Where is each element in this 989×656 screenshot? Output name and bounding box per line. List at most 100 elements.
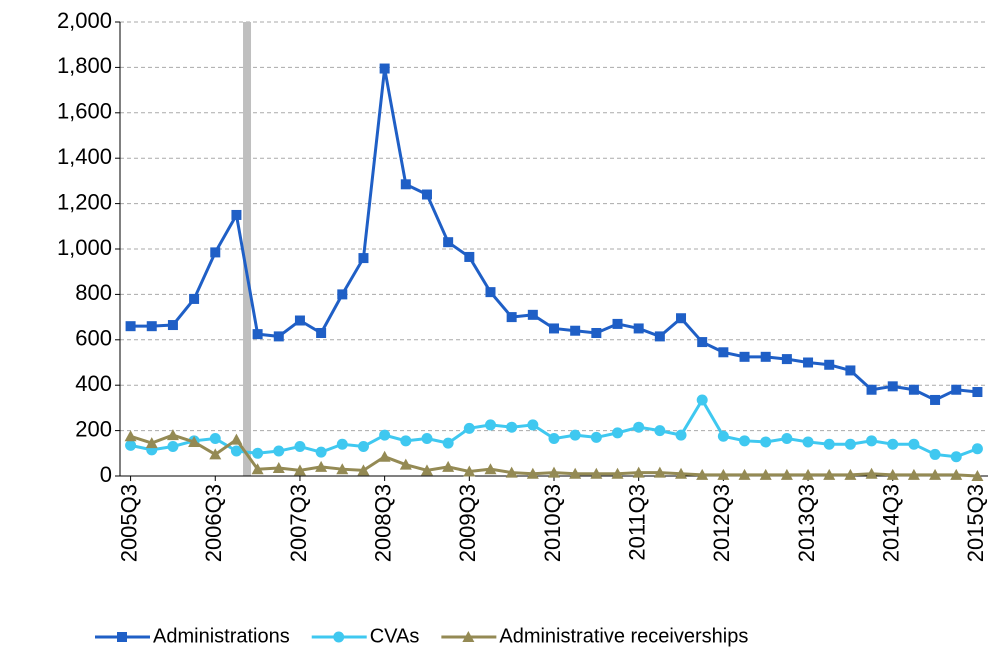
marker	[117, 632, 127, 642]
marker	[929, 448, 941, 460]
marker	[506, 421, 518, 433]
marker	[548, 433, 560, 445]
marker	[549, 323, 559, 334]
marker	[252, 447, 264, 459]
y-tick-label: 800	[75, 280, 112, 305]
marker	[633, 421, 645, 433]
x-tick-label: 2014Q3	[879, 484, 904, 562]
marker	[739, 351, 750, 362]
marker	[357, 440, 369, 452]
marker	[421, 189, 432, 200]
marker	[125, 321, 136, 332]
marker	[633, 323, 644, 334]
x-tick-label: 2012Q3	[709, 484, 734, 562]
marker	[930, 394, 941, 405]
marker	[696, 394, 708, 406]
marker	[865, 467, 878, 479]
legend-label: Administrative receiverships	[499, 625, 748, 647]
marker	[612, 427, 624, 439]
marker	[781, 433, 793, 445]
marker	[421, 433, 433, 445]
marker	[252, 329, 263, 340]
x-tick-label: 2013Q3	[794, 484, 819, 562]
x-tick-label: 2009Q3	[455, 484, 480, 562]
marker	[844, 468, 857, 480]
y-tick-label: 1,400	[57, 144, 112, 169]
marker	[653, 466, 666, 478]
marker	[125, 439, 137, 451]
marker	[845, 365, 856, 376]
marker	[866, 384, 877, 395]
marker	[844, 438, 856, 450]
marker	[612, 318, 623, 329]
marker	[760, 351, 771, 362]
marker	[357, 464, 370, 476]
series-line	[130, 68, 978, 402]
marker	[886, 468, 899, 480]
marker	[591, 327, 602, 338]
marker	[824, 359, 835, 370]
marker	[611, 467, 624, 479]
marker	[526, 467, 539, 479]
marker	[379, 63, 390, 74]
marker	[442, 437, 454, 449]
marker	[463, 465, 476, 477]
marker	[294, 440, 306, 452]
marker	[676, 313, 687, 324]
marker	[803, 357, 814, 368]
marker	[230, 433, 243, 445]
marker	[570, 325, 581, 336]
marker	[569, 467, 582, 479]
marker	[337, 289, 348, 300]
highlight-bar	[243, 22, 252, 476]
marker	[399, 458, 412, 470]
x-tick-label: 2005Q3	[116, 484, 141, 562]
y-tick-label: 600	[75, 326, 112, 351]
marker	[443, 237, 454, 248]
marker	[760, 436, 772, 448]
legend: Administrations CVAs Administrative receiv…	[95, 625, 748, 647]
marker	[907, 468, 920, 480]
marker	[971, 470, 984, 481]
marker	[823, 468, 836, 480]
marker	[485, 287, 496, 298]
marker	[420, 464, 433, 476]
marker	[400, 435, 412, 447]
marker	[972, 387, 983, 398]
marker	[569, 429, 581, 441]
marker	[358, 253, 369, 264]
marker	[273, 331, 284, 342]
marker	[929, 468, 942, 480]
marker	[527, 309, 538, 320]
marker	[506, 312, 517, 323]
marker	[675, 429, 687, 441]
marker	[167, 440, 179, 452]
marker	[527, 419, 539, 431]
marker	[251, 463, 264, 475]
marker	[209, 433, 221, 445]
marker	[717, 468, 730, 480]
marker	[908, 438, 920, 450]
marker	[166, 429, 179, 441]
x-tick-label: 2007Q3	[286, 484, 311, 562]
marker	[146, 321, 157, 332]
y-tick-label: 400	[75, 371, 112, 396]
marker	[209, 448, 222, 460]
y-tick-label: 1,600	[57, 99, 112, 124]
marker	[273, 445, 285, 457]
marker	[378, 450, 391, 462]
marker	[400, 179, 411, 190]
y-tick-label: 1,200	[57, 189, 112, 214]
legend-label: CVAs	[370, 625, 420, 647]
marker	[887, 438, 899, 450]
marker	[590, 431, 602, 443]
marker	[697, 337, 708, 348]
marker	[464, 251, 475, 262]
marker	[189, 293, 200, 304]
marker	[718, 347, 729, 358]
marker	[739, 435, 751, 447]
marker	[315, 460, 328, 472]
marker	[590, 467, 603, 479]
marker	[293, 464, 306, 476]
